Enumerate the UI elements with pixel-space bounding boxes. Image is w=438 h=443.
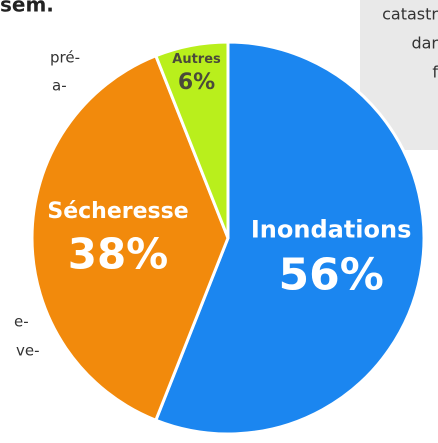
slice-label: Sécheresse <box>47 199 188 224</box>
text-fragment: ve- <box>16 342 40 360</box>
slice-value: 38% <box>68 229 169 278</box>
slice-value: 56% <box>278 249 383 300</box>
slice-label: Autres <box>172 52 221 67</box>
pie-slice <box>153 40 426 436</box>
pie: Inondations 56% Sécheresse 38% Autres 6% <box>30 40 426 436</box>
box-text: catastr <box>382 5 438 24</box>
pie-slice <box>30 53 230 423</box>
slice-label: Inondations <box>251 215 412 243</box>
box-text: dar <box>411 34 438 53</box>
text-fragment: pré- <box>50 49 80 67</box>
text-fragment: a- <box>52 77 67 95</box>
box-text: f <box>432 63 438 82</box>
pie-slice <box>153 40 230 239</box>
slice-value: 6% <box>178 70 215 95</box>
heading-fragment: sem. <box>0 0 54 17</box>
text-fragment: e- <box>14 313 29 331</box>
